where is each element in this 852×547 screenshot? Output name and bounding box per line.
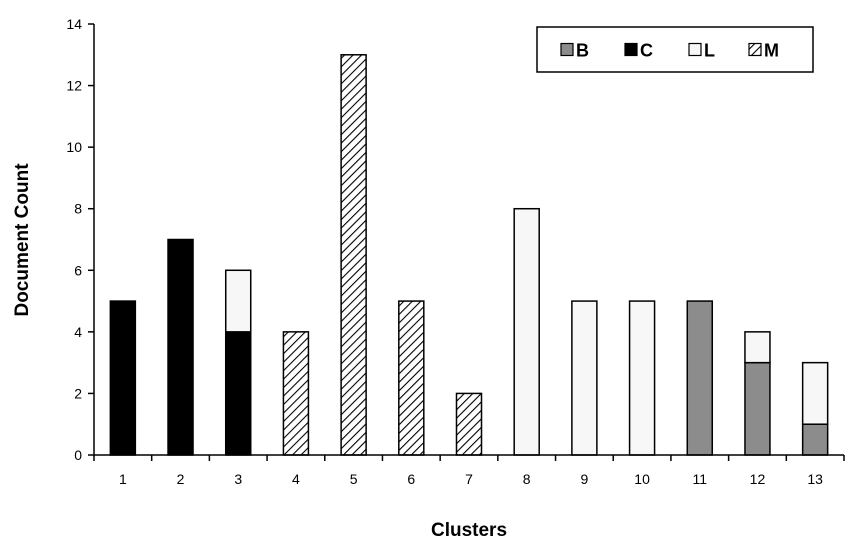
x-tick-label: 5 <box>350 471 358 487</box>
legend-label-C: C <box>640 41 653 61</box>
y-tick-label: 14 <box>66 16 82 32</box>
y-tick-label: 2 <box>74 385 82 401</box>
legend-label-B: B <box>576 41 589 61</box>
x-tick-label: 3 <box>234 471 242 487</box>
bar-L-cluster-9 <box>571 300 598 456</box>
bar-L-cluster-3 <box>224 269 252 333</box>
y-tick-label: 12 <box>66 78 82 94</box>
x-tick-label: 13 <box>807 471 823 487</box>
x-axis-title: Clusters <box>431 520 507 541</box>
bar-C-cluster-1 <box>109 300 137 456</box>
bar-M-cluster-4 <box>282 331 310 456</box>
bar-B-cluster-12 <box>744 361 771 456</box>
bar-L-cluster-12 <box>744 331 771 364</box>
bar-B-cluster-13 <box>801 423 829 456</box>
y-axis-title: Document Count <box>12 163 33 317</box>
x-tick-label: 11 <box>692 471 707 487</box>
bar-C-cluster-2 <box>167 238 194 456</box>
legend-swatch-C <box>624 42 638 57</box>
bar-M-cluster-6 <box>398 300 425 456</box>
bar-L-cluster-8 <box>513 207 540 456</box>
y-tick-label: 10 <box>66 139 82 155</box>
bar-B-cluster-11 <box>686 300 714 456</box>
y-tick-label: 6 <box>74 262 82 278</box>
x-tick-label: 4 <box>292 471 300 487</box>
y-tick-label: 8 <box>74 201 82 217</box>
bars-layer <box>109 54 829 456</box>
legend-label-L: L <box>704 41 715 61</box>
x-tick-label: 10 <box>634 471 650 487</box>
y-tick-label: 0 <box>74 447 82 463</box>
legend-label-M: M <box>764 41 779 61</box>
legend-swatch-B <box>560 42 574 57</box>
bar-C-cluster-3 <box>224 331 252 456</box>
legend-swatch-L <box>688 42 702 57</box>
x-tick-label: 6 <box>407 471 415 487</box>
bar-M-cluster-7 <box>455 392 483 456</box>
bar-M-cluster-5 <box>340 54 367 456</box>
x-tick-label: 7 <box>465 471 473 487</box>
x-tick-label: 2 <box>177 471 185 487</box>
x-tick-label: 1 <box>119 471 127 487</box>
bar-L-cluster-10 <box>628 300 656 456</box>
legend-box <box>536 26 814 73</box>
bar-L-cluster-13 <box>801 361 829 425</box>
x-tick-label: 12 <box>750 471 766 487</box>
x-tick-label: 9 <box>580 471 588 487</box>
y-tick-label: 4 <box>74 324 82 340</box>
x-tick-label: 8 <box>523 471 531 487</box>
legend-swatch-M <box>748 42 762 57</box>
